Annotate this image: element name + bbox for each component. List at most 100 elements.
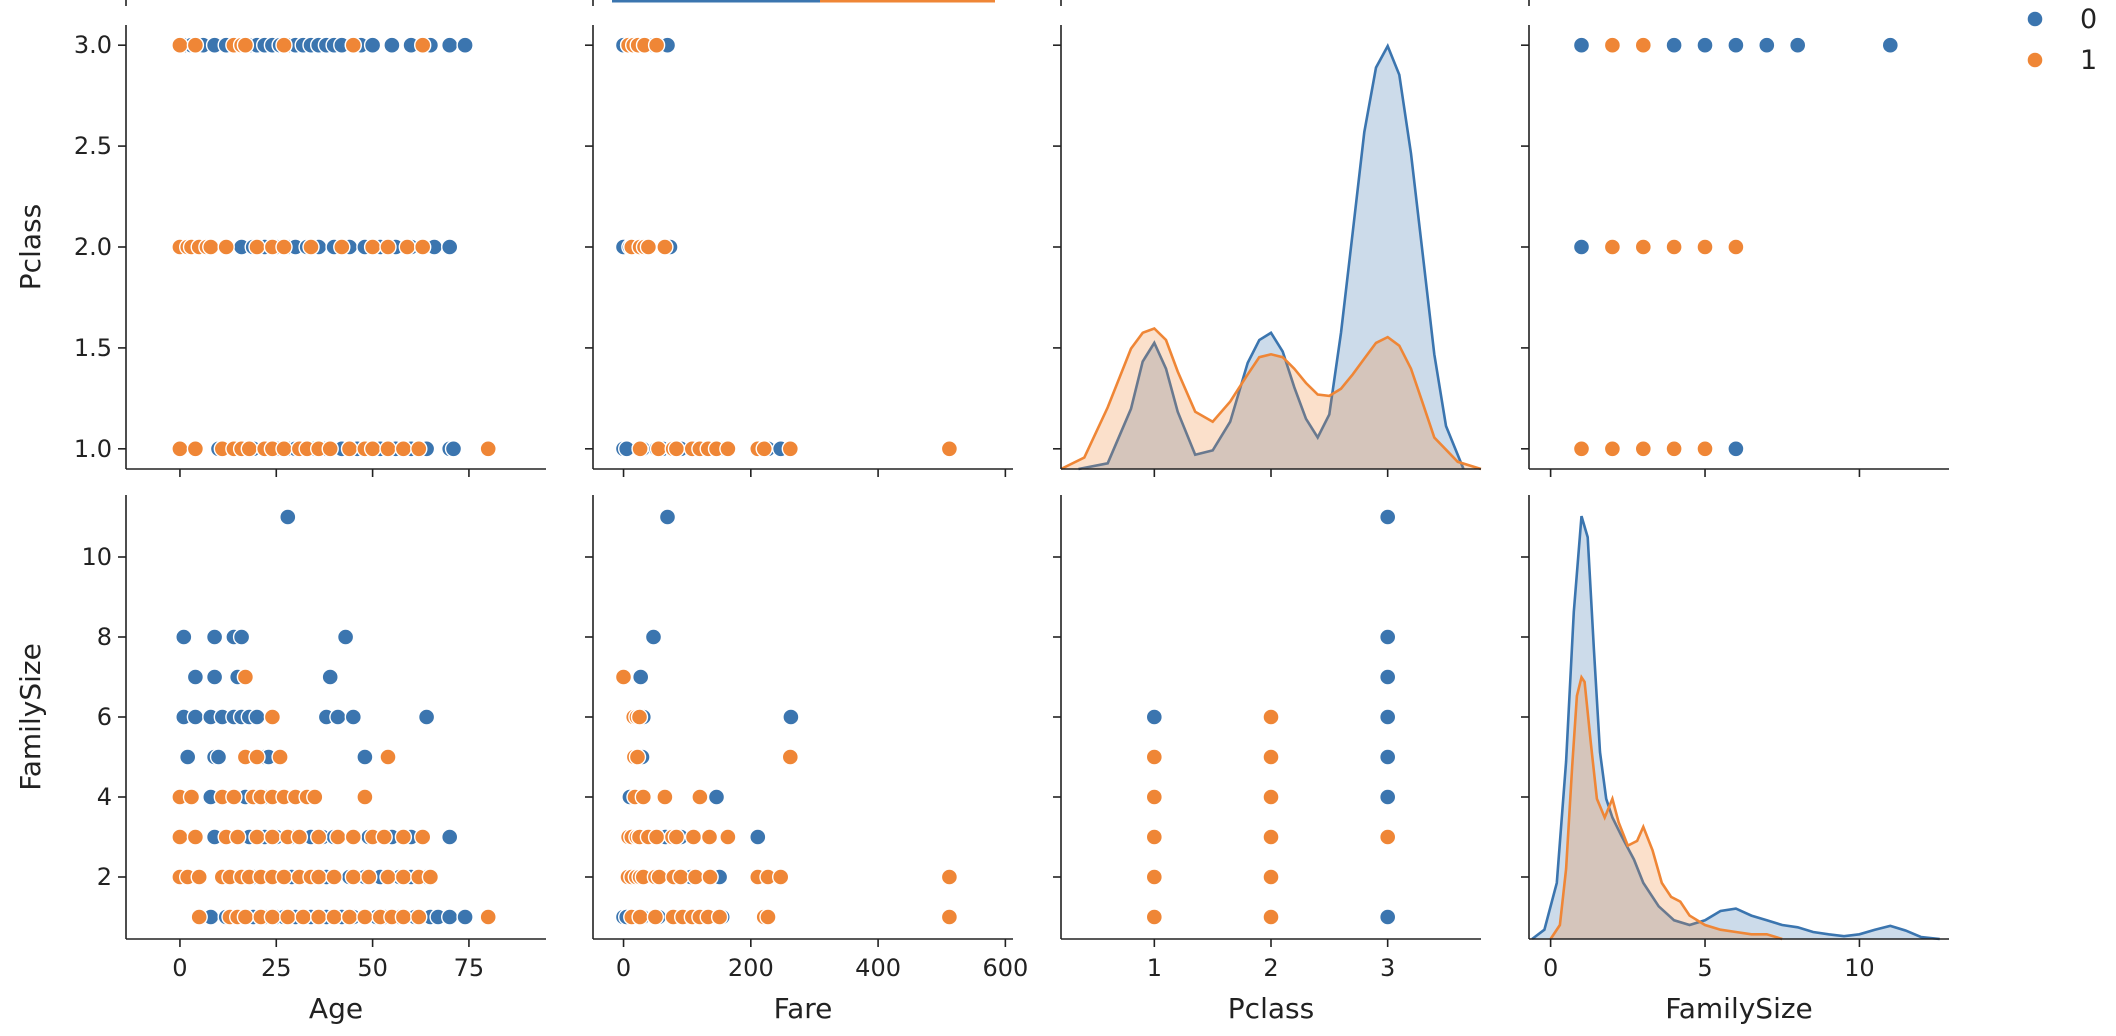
point-hue-1 <box>421 868 440 886</box>
point-hue-1 <box>263 828 282 846</box>
point-hue-1 <box>394 440 413 458</box>
x-tick-label: 0 <box>616 954 631 982</box>
x-tick-label: 3 <box>1380 954 1395 982</box>
point-hue-1 <box>631 440 649 458</box>
point-hue-1 <box>275 440 293 458</box>
point-hue-1 <box>1262 748 1280 766</box>
point-hue-1 <box>394 828 413 846</box>
point-hue-0 <box>417 708 436 726</box>
point-hue-1 <box>755 440 773 458</box>
point-hue-0 <box>441 36 459 54</box>
panel-familysize-vs-pclass: 1 2 3 <box>1053 495 1481 982</box>
point-hue-1 <box>310 828 328 846</box>
kde-area-hue-1 <box>1550 677 1783 939</box>
point-hue-0 <box>1788 36 1807 54</box>
point-hue-1 <box>646 908 665 926</box>
point-hue-1 <box>410 440 428 458</box>
point-hue-0 <box>232 628 251 646</box>
point-hue-1 <box>379 868 397 886</box>
x-tick-label: 25 <box>261 954 292 982</box>
point-hue-1 <box>667 440 686 458</box>
point-hue-1 <box>306 788 324 806</box>
x-axis-label-fare: Fare <box>774 992 833 1025</box>
y-tick-label: 4 <box>97 783 112 811</box>
point-hue-1 <box>1145 908 1164 926</box>
point-hue-0 <box>344 708 362 726</box>
point-hue-1 <box>236 668 255 686</box>
point-hue-1 <box>647 828 666 846</box>
point-hue-1 <box>1634 238 1653 256</box>
panel-familysize-vs-familysize: 0 5 10 <box>1521 495 1949 982</box>
point-hue-0 <box>205 628 224 646</box>
point-hue-1 <box>414 36 432 54</box>
point-hue-1 <box>684 828 703 846</box>
legend: 01 <box>2026 4 2097 76</box>
point-hue-1 <box>1727 238 1745 256</box>
x-tick-label: 2 <box>1263 954 1278 982</box>
point-hue-1 <box>275 36 293 54</box>
y-tick-label: 10 <box>81 543 112 571</box>
point-hue-0 <box>1145 708 1164 726</box>
x-axis-label-age: Age <box>309 992 363 1025</box>
point-hue-0 <box>1378 508 1397 526</box>
point-hue-1 <box>375 828 393 846</box>
point-hue-1 <box>700 828 719 846</box>
x-tick-label: 0 <box>172 954 187 982</box>
point-hue-1 <box>719 828 737 846</box>
x-tick-label: 5 <box>1697 954 1712 982</box>
point-hue-0 <box>1378 788 1397 806</box>
legend-label-1: 1 <box>2080 45 2097 76</box>
point-hue-1 <box>772 868 790 886</box>
point-hue-0 <box>248 708 266 726</box>
point-hue-1 <box>1145 868 1164 886</box>
kde-area-hue-1 <box>1061 328 1481 469</box>
point-hue-1 <box>649 440 668 458</box>
point-hue-1 <box>701 868 719 886</box>
point-hue-1 <box>398 238 416 256</box>
point-hue-1 <box>225 788 243 806</box>
point-hue-1 <box>686 868 705 886</box>
y-axis-label-pclass: Pclass <box>14 204 47 290</box>
point-hue-1 <box>1262 828 1280 846</box>
point-hue-1 <box>279 908 297 926</box>
point-hue-1 <box>691 788 709 806</box>
point-hue-1 <box>340 908 359 926</box>
x-tick-label: 1 <box>1147 954 1162 982</box>
legend-label-0: 0 <box>2080 4 2097 35</box>
kde-area-hue-0 <box>1532 516 1940 939</box>
point-hue-0 <box>444 440 463 458</box>
point-hue-1 <box>614 668 633 686</box>
point-hue-1 <box>379 748 397 766</box>
point-hue-0 <box>1378 628 1397 646</box>
point-hue-1 <box>217 238 235 256</box>
point-hue-0 <box>1378 668 1397 686</box>
point-hue-1 <box>325 908 343 926</box>
point-hue-1 <box>190 868 208 886</box>
kde-line-hue-0 <box>1531 515 1940 941</box>
point-hue-0 <box>1881 36 1900 54</box>
point-hue-0 <box>644 628 663 646</box>
point-hue-0 <box>1572 36 1591 54</box>
point-hue-0 <box>178 748 197 766</box>
point-hue-0 <box>1378 908 1397 926</box>
point-hue-1 <box>1145 828 1164 846</box>
point-hue-1 <box>1145 748 1164 766</box>
point-hue-1 <box>781 748 799 766</box>
point-hue-1 <box>248 238 266 256</box>
point-hue-1 <box>356 908 374 926</box>
point-hue-0 <box>209 748 228 766</box>
point-hue-1 <box>275 868 293 886</box>
point-hue-1 <box>171 440 189 458</box>
kde-line-hue-1 <box>1549 674 1783 941</box>
point-hue-0 <box>356 748 374 766</box>
point-hue-1 <box>171 828 189 846</box>
point-hue-1 <box>1262 708 1280 726</box>
point-hue-1 <box>240 440 259 458</box>
point-hue-1 <box>379 440 397 458</box>
point-hue-1 <box>1665 440 1683 458</box>
legend-marker-1 <box>2026 51 2044 69</box>
point-hue-1 <box>647 36 666 54</box>
point-hue-0 <box>1758 36 1776 54</box>
panel-pclass-vs-fare <box>585 25 1013 477</box>
